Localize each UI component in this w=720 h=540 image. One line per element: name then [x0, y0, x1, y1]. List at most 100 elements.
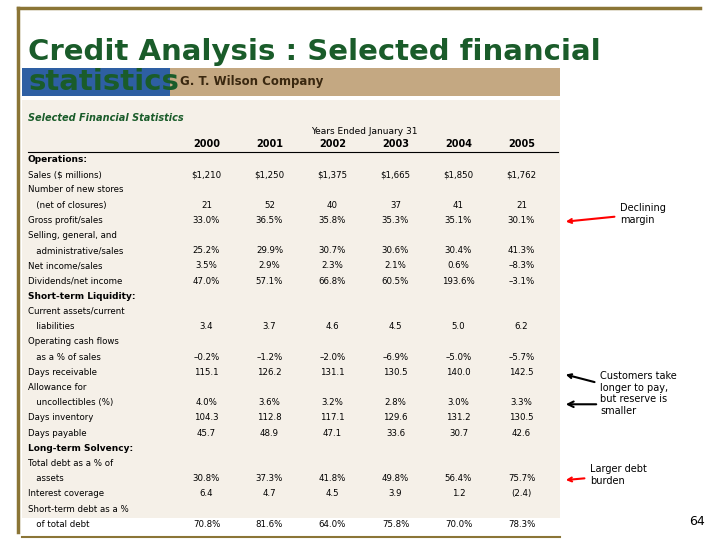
- Text: 25.2%: 25.2%: [193, 246, 220, 255]
- Text: 33.6: 33.6: [386, 429, 405, 437]
- Text: 21: 21: [201, 200, 212, 210]
- Text: 47.0%: 47.0%: [193, 276, 220, 286]
- Text: Short-term debt as a %: Short-term debt as a %: [28, 504, 129, 514]
- Text: Years Ended January 31: Years Ended January 31: [311, 127, 418, 136]
- Text: 104.3: 104.3: [194, 414, 219, 422]
- Text: 3.0%: 3.0%: [448, 398, 469, 407]
- Bar: [22, 100, 560, 518]
- Text: 117.1: 117.1: [320, 414, 345, 422]
- Text: 41.8%: 41.8%: [319, 474, 346, 483]
- Text: (net of closures): (net of closures): [28, 200, 107, 210]
- Text: 129.6: 129.6: [383, 414, 408, 422]
- Text: 35.8%: 35.8%: [319, 216, 346, 225]
- Text: 30.8%: 30.8%: [193, 474, 220, 483]
- Text: 115.1: 115.1: [194, 368, 219, 377]
- Text: $1,375: $1,375: [318, 170, 348, 179]
- Text: 30.6%: 30.6%: [382, 246, 409, 255]
- Text: Selling, general, and: Selling, general, and: [28, 231, 117, 240]
- Text: Number of new stores: Number of new stores: [28, 185, 124, 194]
- Text: 47.1: 47.1: [323, 429, 342, 437]
- Text: 140.0: 140.0: [446, 368, 471, 377]
- Text: 2000: 2000: [193, 139, 220, 149]
- Text: 70.8%: 70.8%: [193, 520, 220, 529]
- Text: 45.7: 45.7: [197, 429, 216, 437]
- Text: 40: 40: [327, 200, 338, 210]
- Text: 30.1%: 30.1%: [508, 216, 535, 225]
- Text: 5.0: 5.0: [451, 322, 465, 331]
- Text: statistics: statistics: [28, 68, 179, 96]
- Text: Credit Analysis : Selected financial: Credit Analysis : Selected financial: [28, 38, 600, 66]
- Text: 131.2: 131.2: [446, 414, 471, 422]
- Text: $1,210: $1,210: [192, 170, 222, 179]
- Text: uncollectibles (%): uncollectibles (%): [28, 398, 113, 407]
- Text: 52: 52: [264, 200, 275, 210]
- Text: Long-term Solvency:: Long-term Solvency:: [28, 444, 133, 453]
- Text: –6.9%: –6.9%: [382, 353, 408, 362]
- Text: 60.5%: 60.5%: [382, 276, 409, 286]
- Text: 37.3%: 37.3%: [256, 474, 283, 483]
- Text: Short-term Liquidity:: Short-term Liquidity:: [28, 292, 135, 301]
- Text: $1,250: $1,250: [254, 170, 284, 179]
- Text: 70.0%: 70.0%: [445, 520, 472, 529]
- Text: 41: 41: [453, 200, 464, 210]
- Text: 64: 64: [689, 515, 705, 528]
- Text: 66.8%: 66.8%: [319, 276, 346, 286]
- Bar: [22, 68, 170, 96]
- Text: 126.2: 126.2: [257, 368, 282, 377]
- Bar: [170, 68, 560, 96]
- Text: 6.4: 6.4: [199, 489, 213, 498]
- Text: 4.0%: 4.0%: [196, 398, 217, 407]
- Text: Dividends/net income: Dividends/net income: [28, 276, 122, 286]
- Text: Interest coverage: Interest coverage: [28, 489, 104, 498]
- Text: 4.6: 4.6: [325, 322, 339, 331]
- Text: 57.1%: 57.1%: [256, 276, 283, 286]
- Text: Selected Financial Statistics: Selected Financial Statistics: [28, 113, 184, 123]
- Text: –2.0%: –2.0%: [320, 353, 346, 362]
- Text: Days receivable: Days receivable: [28, 368, 97, 377]
- Text: –5.0%: –5.0%: [446, 353, 472, 362]
- Text: –3.1%: –3.1%: [508, 276, 535, 286]
- Text: 4.7: 4.7: [263, 489, 276, 498]
- Text: 4.5: 4.5: [325, 489, 339, 498]
- Text: 33.0%: 33.0%: [193, 216, 220, 225]
- Text: 49.8%: 49.8%: [382, 474, 409, 483]
- Text: 3.3%: 3.3%: [510, 398, 532, 407]
- Text: 193.6%: 193.6%: [442, 276, 475, 286]
- Text: $1,850: $1,850: [444, 170, 474, 179]
- Text: 2.8%: 2.8%: [384, 398, 406, 407]
- Text: 2002: 2002: [319, 139, 346, 149]
- Text: –8.3%: –8.3%: [508, 261, 535, 271]
- Text: 75.7%: 75.7%: [508, 474, 535, 483]
- Text: 3.6%: 3.6%: [258, 398, 280, 407]
- Text: (2.4): (2.4): [511, 489, 531, 498]
- Text: 112.8: 112.8: [257, 414, 282, 422]
- Text: 35.3%: 35.3%: [382, 216, 409, 225]
- Text: 2004: 2004: [445, 139, 472, 149]
- Text: 37: 37: [390, 200, 401, 210]
- Text: 41.3%: 41.3%: [508, 246, 535, 255]
- Text: 64.0%: 64.0%: [319, 520, 346, 529]
- Text: 130.5: 130.5: [383, 368, 408, 377]
- Text: 2005: 2005: [508, 139, 535, 149]
- Text: –5.7%: –5.7%: [508, 353, 535, 362]
- Text: 35.1%: 35.1%: [445, 216, 472, 225]
- Text: 142.5: 142.5: [509, 368, 534, 377]
- Text: 4.5: 4.5: [389, 322, 402, 331]
- Text: G. T. Wilson Company: G. T. Wilson Company: [180, 76, 323, 89]
- Text: liabilities: liabilities: [28, 322, 74, 331]
- Text: 3.4: 3.4: [199, 322, 213, 331]
- Text: 2.9%: 2.9%: [258, 261, 280, 271]
- Text: 2.3%: 2.3%: [322, 261, 343, 271]
- Text: $1,665: $1,665: [380, 170, 410, 179]
- Text: 36.5%: 36.5%: [256, 216, 283, 225]
- Text: Declining
margin: Declining margin: [568, 203, 666, 225]
- Text: 6.2: 6.2: [515, 322, 528, 331]
- Text: administrative/sales: administrative/sales: [28, 246, 123, 255]
- Text: Gross profit/sales: Gross profit/sales: [28, 216, 103, 225]
- Text: 75.8%: 75.8%: [382, 520, 409, 529]
- Text: 81.6%: 81.6%: [256, 520, 283, 529]
- Text: 78.3%: 78.3%: [508, 520, 535, 529]
- Text: 2001: 2001: [256, 139, 283, 149]
- Text: 30.7: 30.7: [449, 429, 468, 437]
- Text: 48.9: 48.9: [260, 429, 279, 437]
